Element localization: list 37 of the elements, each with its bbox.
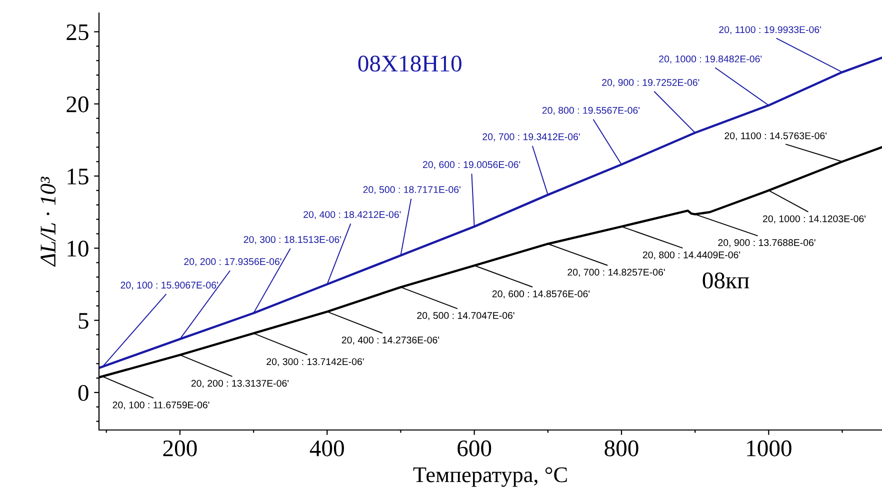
annotation: 20, 100 : 11.6759E-06' [112,402,210,410]
annotation: 20, 500 : 14.7047E-06' [417,312,514,320]
annotation: 20, 700 : 19.3412E-06' [482,133,580,142]
text: 08кп [702,272,750,288]
annotation: 20, 900 : 19.7252E-06' [602,79,700,88]
annotation: 20, 600 : 14.8576E-06' [492,290,590,298]
annotation: 20, 1000 : 19.8482E-06' [659,56,762,64]
annotation: 20, 400 : 14.2736E-06' [342,336,440,345]
x-tick-label: 1000 [747,440,792,456]
annotation: 20, 1100 : 19.9933E-06' [719,26,821,34]
annotation: 20, 900 : 13.7688E-06' [718,239,816,248]
annotation: 20, 400 : 18.4212E-06' [304,211,401,220]
x-tick-label: 200 [163,440,197,456]
annotation: 20, 800 : 19.5567E-06' [542,106,640,115]
annotation: 20, 200 : 17.9356E-06' [184,258,282,266]
x-axis-title: Температура, °C [413,467,567,487]
y-axis-title: ΔL/L · 10³ [40,176,56,267]
annotation: 20, 1100 : 14.5763E-06' [724,132,826,140]
y-tick-label: 20 [66,96,88,112]
annotation: 20, 1000 : 14.1203E-06' [762,215,866,224]
x-tick-label: 600 [458,440,492,456]
annotation: 20, 200 : 13.3137E-06' [191,380,289,388]
text: 08Х18Н10 [358,56,462,72]
annotation: 20, 800 : 14.4409E-06' [642,251,740,260]
annotation: 20, 700 : 14.8257E-06' [568,268,665,277]
annotation: 20, 300 : 13.7142E-06' [266,358,364,366]
y-tick-label: 25 [66,24,88,40]
y-tick-label: 15 [68,168,88,184]
annotation: 20, 500 : 18.7171E-06' [363,186,460,194]
annotation: 20, 600 : 19.0056E-06' [422,161,520,170]
annotation: 20, 100 : 15.9067E-06' [120,282,218,290]
x-tick-label: 400 [310,440,344,456]
annotation: 20, 300 : 18.1513E-06' [244,236,341,244]
x-tick-label: 800 [604,440,638,456]
y-tick-label: 0 [78,384,88,401]
y-tick-label: 10 [68,240,88,257]
y-tick-label: 5 [78,313,88,329]
